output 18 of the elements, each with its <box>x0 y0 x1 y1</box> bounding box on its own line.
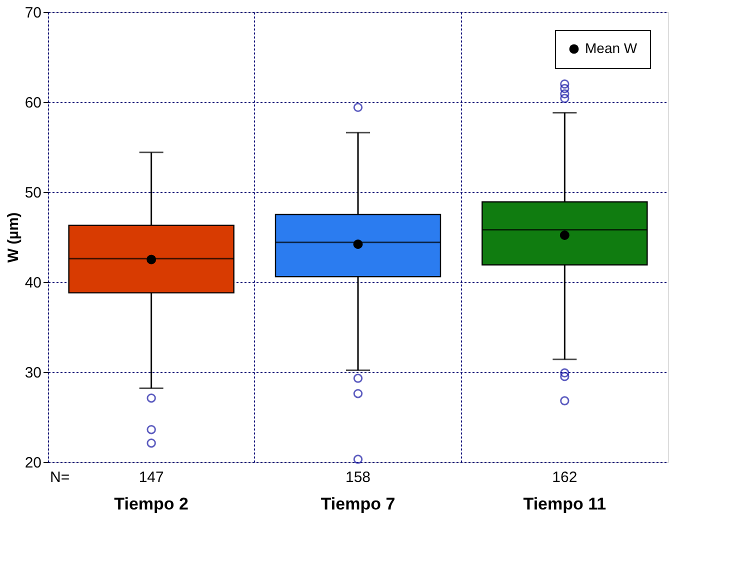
text: 162 <box>552 469 578 486</box>
point <box>353 239 363 249</box>
y-tick-label: 30 <box>24 364 42 382</box>
point <box>146 254 156 264</box>
y-tick-label: 70 <box>24 4 42 22</box>
y-tick-label: 60 <box>24 94 42 112</box>
x-tick-label: Tiempo 11 <box>523 494 606 514</box>
point <box>560 230 570 240</box>
y-axis-title: W (µm) <box>4 212 22 263</box>
x-tick-label: Tiempo 2 <box>114 494 188 514</box>
y-tick-label: 40 <box>24 274 42 292</box>
text: 147 <box>138 469 164 486</box>
legend-label: Mean W <box>585 40 638 56</box>
y-tick-label: 20 <box>24 454 42 472</box>
text: 158 <box>345 469 371 486</box>
x-tick-label: Tiempo 7 <box>320 494 396 514</box>
y-tick-label: 50 <box>24 184 42 202</box>
text: N= <box>50 469 70 486</box>
